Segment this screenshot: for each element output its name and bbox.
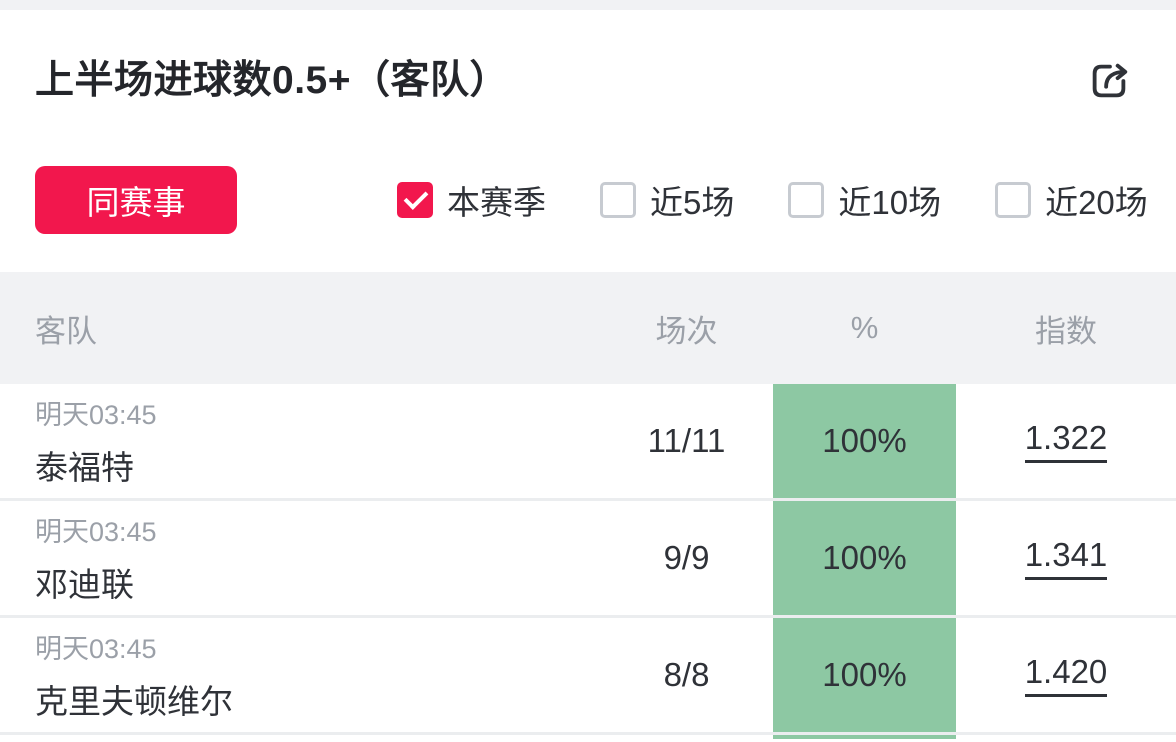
header-percent: % <box>850 310 879 345</box>
checkbox-box <box>397 182 433 218</box>
match-time: 明天03:45 <box>35 517 157 547</box>
checkbox-box <box>995 182 1032 218</box>
table-header-row: 客队 场次 % 指数 <box>0 272 1176 384</box>
table-row[interactable]: 明天03:45 泰福特 11/11 100% 1.322 <box>0 384 1176 501</box>
filter-checkbox-3[interactable]: 近20场 <box>995 176 1148 224</box>
table-row[interactable]: 明天03:45 邓迪联 9/9 100% 1.341 <box>0 501 1176 618</box>
matches-cell: 9/9 <box>663 539 710 576</box>
page-title: 上半场进球数0.5+（客队） <box>35 59 509 102</box>
filter-group: 本赛季 近5场 近10场 近20场 <box>397 176 1148 224</box>
share-icon-glyph <box>1092 63 1128 98</box>
same-event-button[interactable]: 同赛事 <box>35 166 237 234</box>
percent-cell: 100% <box>773 501 956 615</box>
filter-row: 同赛事 本赛季 近5场 近10场 近20场 <box>0 166 1176 234</box>
team-cell: 明天03:45 泰福特 <box>0 393 600 489</box>
matches-cell: 11/11 <box>647 422 726 459</box>
index-cell: 1.322 <box>956 419 1176 463</box>
percent-cell: 100% <box>773 618 956 732</box>
filter-checkbox-0[interactable]: 本赛季 <box>397 176 546 224</box>
header-matches: 场次 <box>655 313 718 349</box>
checkbox-label: 近20场 <box>1045 184 1148 221</box>
percent-cell: 100% <box>773 384 956 498</box>
team-cell: 明天03:45 克里夫顿维尔 <box>0 627 600 723</box>
index-link[interactable]: 1.341 <box>1024 536 1108 580</box>
checkbox-label: 近10场 <box>838 184 942 221</box>
percent-cell-partial <box>773 735 956 739</box>
team-name: 泰福特 <box>35 449 134 486</box>
team-name: 邓迪联 <box>35 566 134 603</box>
table-body: 明天03:45 泰福特 11/11 100% 1.322 明天03:45 邓迪联… <box>0 384 1176 735</box>
index-cell: 1.341 <box>956 536 1176 580</box>
checkbox-box <box>788 182 825 218</box>
title-row: 上半场进球数0.5+（客队） <box>0 10 1176 106</box>
share-icon[interactable] <box>1084 56 1134 106</box>
team-cell: 明天03:45 邓迪联 <box>0 510 600 606</box>
header-team: 客队 <box>35 313 97 349</box>
index-link[interactable]: 1.420 <box>1024 653 1108 697</box>
team-name: 克里夫顿维尔 <box>35 683 233 720</box>
index-cell: 1.420 <box>956 653 1176 697</box>
table-row[interactable]: 明天03:45 克里夫顿维尔 8/8 100% 1.420 <box>0 618 1176 735</box>
table-row-partial <box>0 735 1176 739</box>
checkbox-label: 本赛季 <box>447 184 546 221</box>
index-link[interactable]: 1.322 <box>1024 419 1108 463</box>
filter-checkbox-2[interactable]: 近10场 <box>788 176 941 224</box>
header-index: 指数 <box>1035 313 1097 349</box>
match-time: 明天03:45 <box>35 400 157 430</box>
matches-cell: 8/8 <box>663 656 710 693</box>
checkbox-label: 近5场 <box>650 184 735 221</box>
checkbox-box <box>600 182 636 218</box>
match-time: 明天03:45 <box>35 634 157 664</box>
top-strip <box>0 0 1176 10</box>
filter-checkbox-1[interactable]: 近5场 <box>600 176 734 224</box>
